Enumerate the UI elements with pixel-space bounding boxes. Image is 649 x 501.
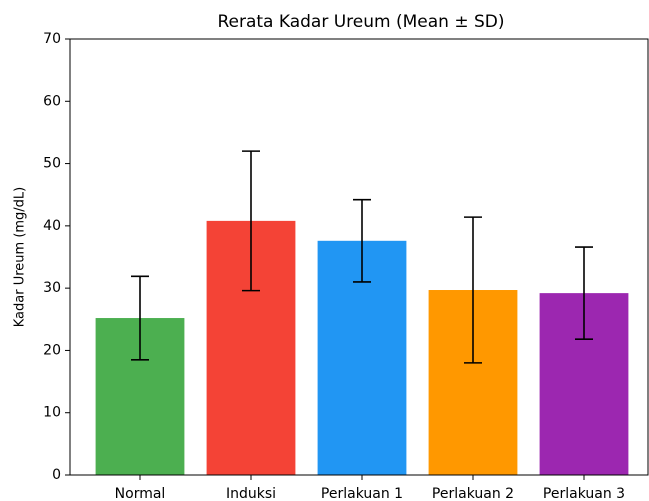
x-tick-label: Perlakuan 3 [543, 486, 625, 501]
y-tick-label: 0 [52, 467, 61, 483]
x-tick-label: Normal [115, 486, 166, 501]
chart-title: Rerata Kadar Ureum (Mean ± SD) [217, 12, 504, 32]
y-axis-label: Kadar Ureum (mg/dL) [13, 187, 28, 328]
plot-frame [69, 38, 649, 476]
y-tick-label: 50 [43, 156, 61, 172]
x-tick-label: Perlakuan 1 [321, 486, 403, 501]
x-tick-label: Induksi [226, 486, 276, 501]
y-tick-label: 40 [43, 218, 61, 234]
y-tick-label: 70 [43, 31, 61, 47]
y-tick-label: 20 [43, 342, 61, 358]
x-tick-label: Perlakuan 2 [432, 486, 514, 501]
y-tick-label: 10 [43, 405, 61, 421]
y-tick-label: 30 [43, 280, 61, 296]
y-tick-label: 60 [43, 93, 61, 109]
